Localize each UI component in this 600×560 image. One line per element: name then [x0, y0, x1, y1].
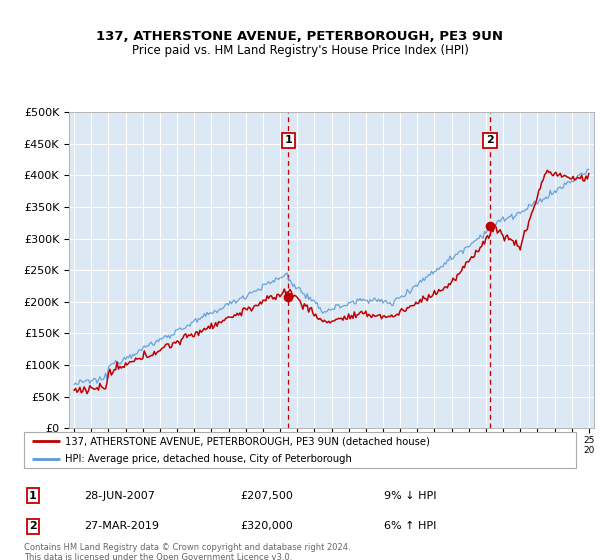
Text: £320,000: £320,000 [240, 521, 293, 531]
Text: 9% ↓ HPI: 9% ↓ HPI [384, 491, 437, 501]
Text: 2: 2 [486, 136, 494, 146]
Text: 137, ATHERSTONE AVENUE, PETERBOROUGH, PE3 9UN: 137, ATHERSTONE AVENUE, PETERBOROUGH, PE… [97, 30, 503, 43]
Text: 28-JUN-2007: 28-JUN-2007 [84, 491, 155, 501]
FancyBboxPatch shape [24, 432, 576, 468]
Text: 137, ATHERSTONE AVENUE, PETERBOROUGH, PE3 9UN (detached house): 137, ATHERSTONE AVENUE, PETERBOROUGH, PE… [65, 436, 430, 446]
Text: 27-MAR-2019: 27-MAR-2019 [84, 521, 159, 531]
Text: Contains HM Land Registry data © Crown copyright and database right 2024.
This d: Contains HM Land Registry data © Crown c… [24, 543, 350, 560]
Text: £207,500: £207,500 [240, 491, 293, 501]
Text: Price paid vs. HM Land Registry's House Price Index (HPI): Price paid vs. HM Land Registry's House … [131, 44, 469, 57]
Text: 1: 1 [29, 491, 37, 501]
Text: 6% ↑ HPI: 6% ↑ HPI [384, 521, 436, 531]
Text: 1: 1 [284, 136, 292, 146]
Text: 2: 2 [29, 521, 37, 531]
Text: HPI: Average price, detached house, City of Peterborough: HPI: Average price, detached house, City… [65, 454, 352, 464]
